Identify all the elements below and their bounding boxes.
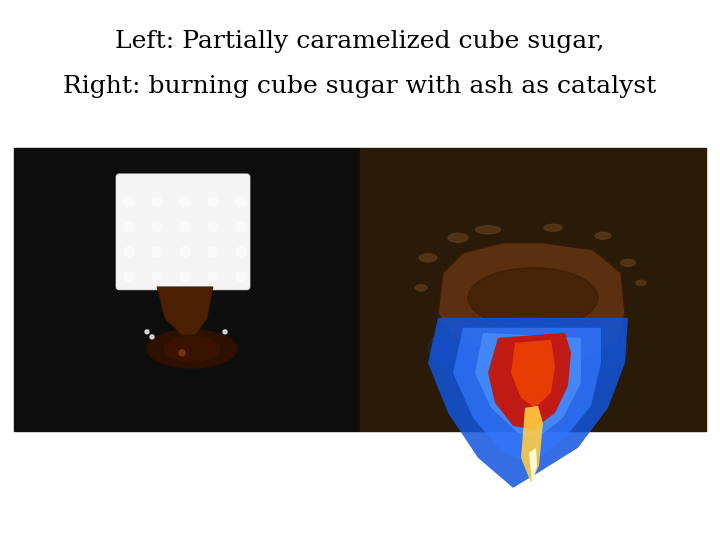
Ellipse shape [468, 268, 598, 328]
Circle shape [145, 330, 149, 334]
Circle shape [124, 272, 134, 282]
Text: Right: burning cube sugar with ash as catalyst: Right: burning cube sugar with ash as ca… [63, 75, 657, 98]
Ellipse shape [419, 254, 437, 262]
Circle shape [152, 197, 162, 207]
Circle shape [208, 197, 218, 207]
Ellipse shape [595, 232, 611, 239]
Polygon shape [157, 287, 213, 335]
Polygon shape [475, 333, 581, 438]
Circle shape [236, 247, 246, 257]
Polygon shape [521, 406, 543, 483]
Bar [14, 148, 360, 431]
Circle shape [150, 335, 154, 339]
Text: Left: Partially caramelized cube sugar,: Left: Partially caramelized cube sugar, [115, 30, 605, 53]
Ellipse shape [544, 224, 562, 231]
Circle shape [223, 330, 227, 334]
FancyBboxPatch shape [116, 174, 250, 290]
Circle shape [124, 222, 134, 232]
Circle shape [124, 197, 134, 207]
Circle shape [180, 247, 190, 257]
Polygon shape [488, 333, 571, 430]
Circle shape [180, 272, 190, 282]
Circle shape [152, 272, 162, 282]
Ellipse shape [164, 337, 220, 361]
Circle shape [236, 272, 246, 282]
Polygon shape [428, 318, 628, 488]
Circle shape [179, 350, 185, 356]
Circle shape [180, 197, 190, 207]
Ellipse shape [636, 280, 646, 285]
Circle shape [124, 247, 134, 257]
Circle shape [236, 222, 246, 232]
Circle shape [152, 222, 162, 232]
Polygon shape [511, 340, 555, 408]
Ellipse shape [147, 330, 237, 368]
Ellipse shape [428, 318, 628, 378]
Circle shape [152, 247, 162, 257]
Polygon shape [529, 448, 537, 483]
Ellipse shape [621, 259, 636, 266]
Polygon shape [438, 243, 625, 356]
Circle shape [180, 222, 190, 232]
Circle shape [208, 222, 218, 232]
Circle shape [208, 247, 218, 257]
Circle shape [236, 197, 246, 207]
Polygon shape [453, 328, 601, 463]
Bar [360, 148, 706, 431]
Circle shape [208, 272, 218, 282]
Ellipse shape [475, 226, 500, 234]
Ellipse shape [448, 233, 468, 242]
Ellipse shape [415, 285, 427, 291]
